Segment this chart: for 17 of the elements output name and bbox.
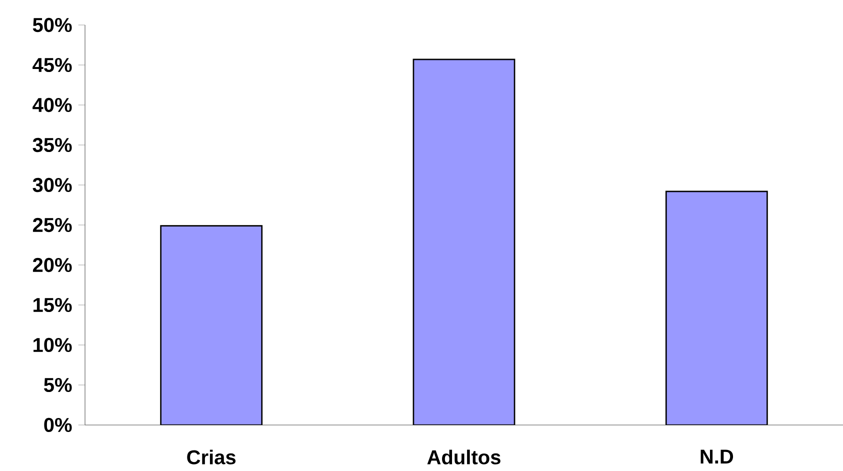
bar xyxy=(160,225,263,425)
x-tick-label: N.D xyxy=(700,450,734,464)
y-tick-label: 30% xyxy=(32,178,72,192)
y-tick-label: 0% xyxy=(44,418,72,432)
bar xyxy=(665,190,768,425)
y-tick-label: 25% xyxy=(32,218,72,232)
x-tick-label: Crias xyxy=(187,450,236,464)
y-tick-label: 45% xyxy=(32,58,72,72)
y-tick-label: 40% xyxy=(32,98,72,112)
y-tick-label: 15% xyxy=(34,298,72,312)
y-tick-label: 50% xyxy=(32,18,72,32)
y-tick-label: 10% xyxy=(34,338,72,352)
y-tick-label: 20% xyxy=(32,258,72,272)
bar xyxy=(412,58,516,425)
y-tick-label: 35% xyxy=(32,138,72,152)
y-tick-label: 5% xyxy=(44,378,72,392)
x-tick-label: Adultos xyxy=(427,450,500,464)
